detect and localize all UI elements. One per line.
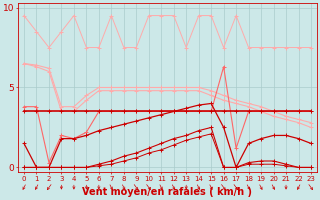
X-axis label: Vent moyen/en rafales ( km/h ): Vent moyen/en rafales ( km/h ) bbox=[83, 187, 252, 197]
